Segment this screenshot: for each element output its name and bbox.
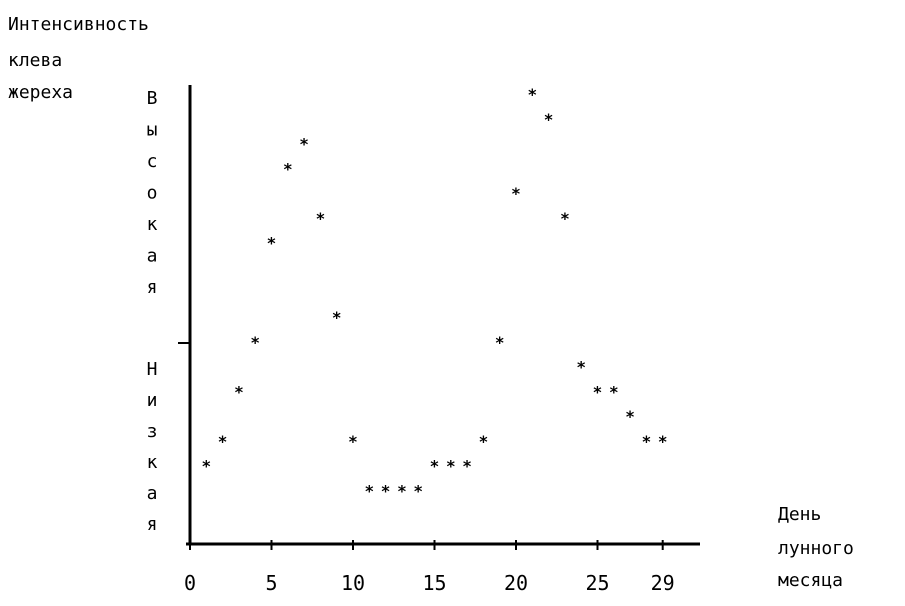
data-point: * [316,209,326,228]
data-point: * [625,407,635,426]
data-point: * [430,457,440,476]
data-point: * [446,457,456,476]
y-axis-title-line-3: жереха [8,82,73,103]
y-high-letter: к [147,214,158,235]
data-point: * [332,308,342,327]
data-point: * [658,432,668,451]
data-point: * [642,432,652,451]
x-tick-label: 10 [341,571,365,595]
y-high-letter: а [147,246,158,267]
data-point: * [364,481,374,500]
y-low-letter: и [147,390,158,411]
data-points: * * * * * * * * * * * * * * * * * * * * * * * * * * * * * [201,85,667,500]
data-point: * [495,333,505,352]
data-point: * [201,457,211,476]
y-high-letter: с [147,151,158,172]
data-point: * [250,333,260,352]
data-point: * [544,110,554,129]
data-point: * [397,481,407,500]
x-tick-label: 0 [184,571,196,595]
y-high-letter: я [147,277,158,298]
data-point: * [479,432,489,451]
x-tick-label: 25 [585,571,609,595]
data-point: * [511,184,521,203]
y-high-letter: о [147,183,158,204]
data-point: * [267,234,277,253]
x-axis-title-line-3: месяца [778,570,843,591]
y-low-letter: з [147,421,158,442]
data-point: * [609,382,619,401]
y-low-letter: я [147,514,158,535]
x-tick-label: 15 [422,571,446,595]
x-axis-title-line-2: лунного [778,538,854,559]
y-high-letter: ы [147,120,158,141]
x-ticks: 0 5 10 15 20 25 29 [184,540,675,595]
y-low-letter: а [147,483,158,504]
data-point: * [560,209,570,228]
data-point: * [462,457,472,476]
data-point: * [593,382,603,401]
x-tick-label: 20 [504,571,528,595]
data-point: * [381,481,391,500]
data-point: * [218,432,228,451]
data-point: * [576,358,586,377]
data-point: * [283,159,293,178]
data-point: * [527,85,537,104]
data-point: * [413,481,423,500]
y-axis-title-line-2: клева [8,50,62,71]
data-point: * [348,432,358,451]
y-axis-title-line-1: Интенсивность [8,14,149,35]
data-point: * [234,382,244,401]
x-tick-label: 29 [651,571,675,595]
x-axis-title-line-1: День [778,504,821,525]
x-tick-label: 5 [265,571,277,595]
data-point: * [299,135,309,154]
y-high-letter: В [147,88,158,109]
y-low-letter: Н [147,359,158,380]
y-low-letter: к [147,452,158,473]
